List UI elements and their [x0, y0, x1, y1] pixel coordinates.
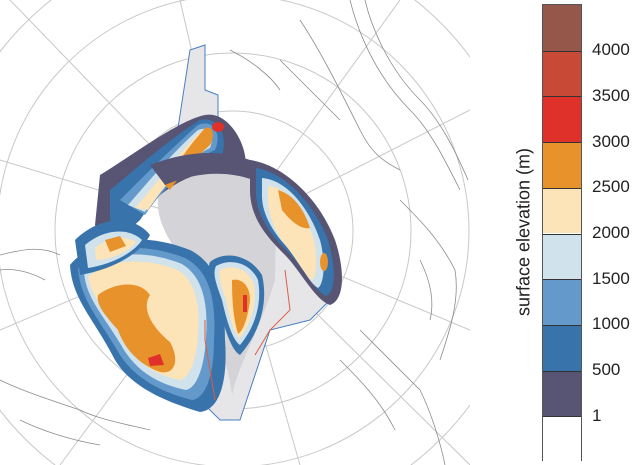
colorbar-tick-2000: 2000 — [592, 223, 630, 242]
coastline-contours — [0, 0, 469, 465]
colorbar-tick-3500: 3500 — [592, 86, 630, 105]
colorbar-tick-1: 1 — [592, 406, 602, 425]
colorbar-tick-2500: 2500 — [592, 177, 630, 196]
arctic-margin-ice — [150, 153, 270, 185]
colorbar-tick-4000: 4000 — [592, 40, 630, 59]
colorbar-tick-3000: 3000 — [592, 132, 630, 151]
laurentide-ice-sheet — [70, 239, 226, 412]
colorbar-title: surface elevation (m) — [513, 147, 534, 317]
colorbar-band-500-1000 — [543, 324, 581, 371]
colorbar-band-below-1 — [543, 416, 581, 461]
ice-sheet-map — [0, 0, 470, 465]
colorbar — [542, 4, 582, 461]
colorbar-band-1000-1500 — [543, 279, 581, 325]
colorbar-band-1-500 — [543, 370, 581, 417]
western-ice-lobe — [75, 220, 150, 275]
colorbar-band-1500-2000 — [543, 233, 581, 280]
colorbar-tick-500: 500 — [592, 360, 621, 379]
colorbar-band-2500-3000 — [543, 142, 581, 188]
margin-outline-red — [204, 269, 291, 401]
colorbar-band-4000-plus — [543, 5, 581, 51]
colorbar-tick-1500: 1500 — [592, 269, 630, 288]
colorbar-band-2000-2500 — [543, 187, 581, 234]
cordilleran-ice-sheet — [250, 160, 342, 305]
colorbar-band-3500-4000 — [543, 50, 581, 97]
colorbar-tick-1000: 1000 — [592, 314, 630, 333]
greenland-ice-sheet — [208, 255, 265, 355]
colorbar-band-3000-3500 — [543, 96, 581, 143]
